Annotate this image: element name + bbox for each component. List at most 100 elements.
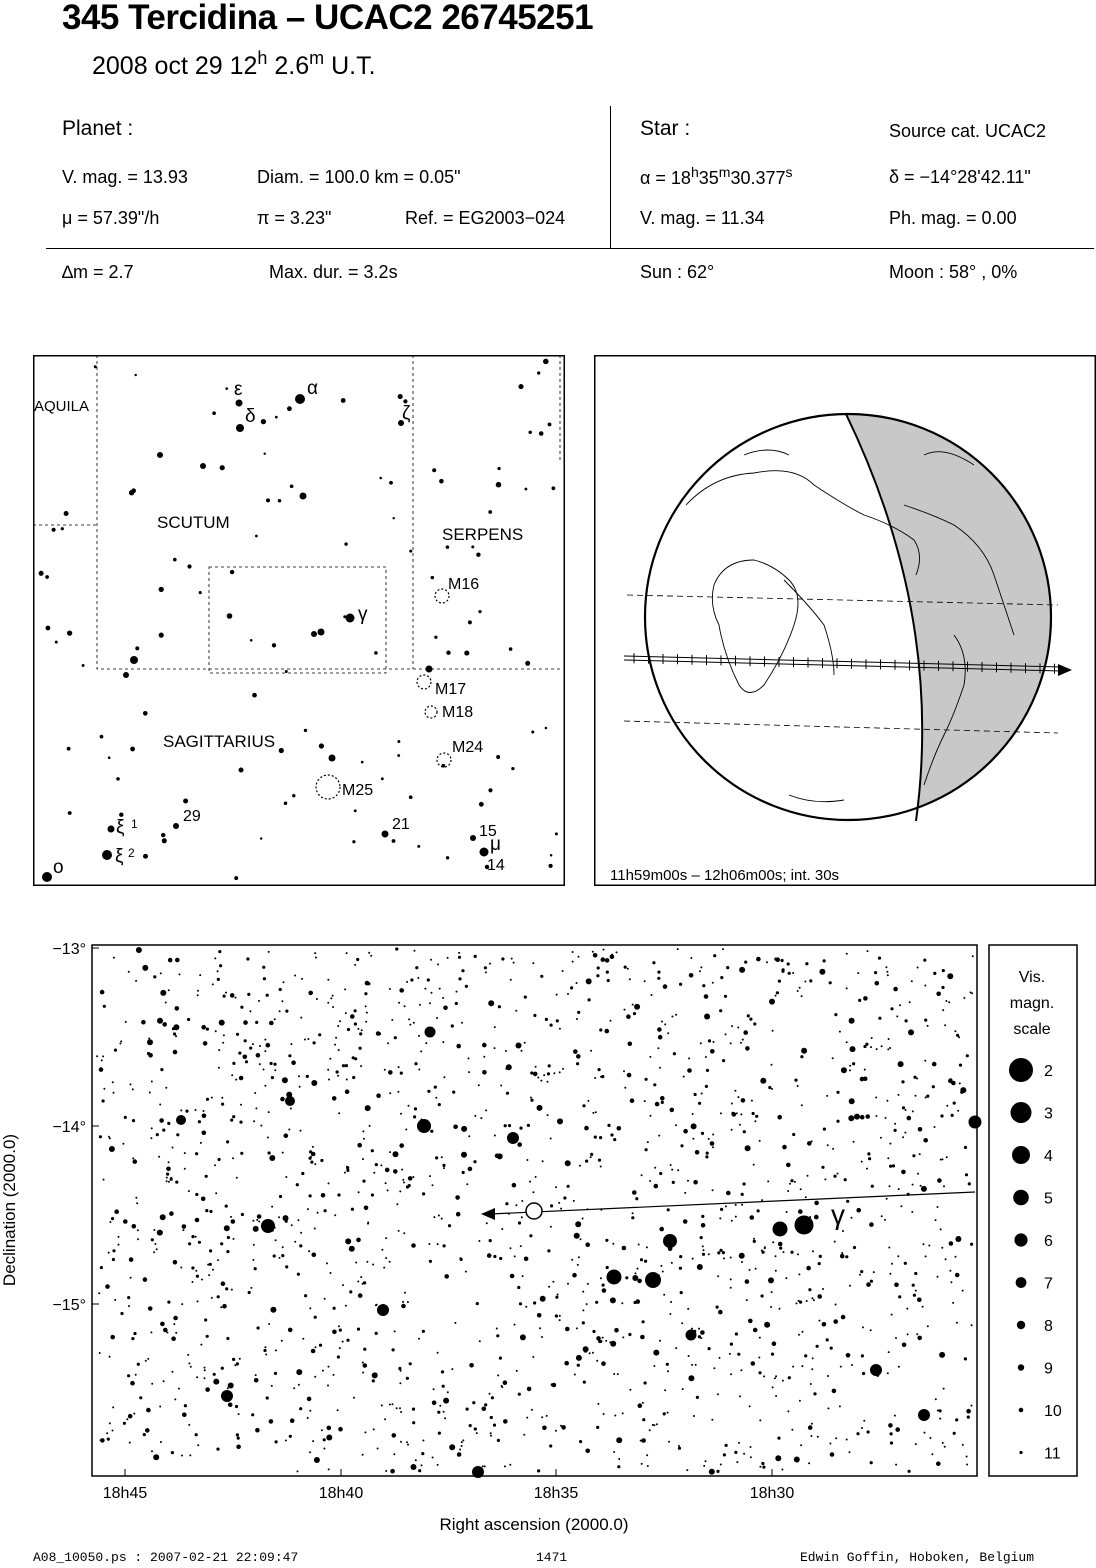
field-star	[351, 1056, 355, 1060]
field-star	[167, 1121, 171, 1125]
field-star	[879, 1136, 882, 1139]
field-star	[723, 994, 728, 998]
field-star	[496, 1438, 500, 1442]
field-star	[194, 1217, 200, 1223]
field-star	[532, 1071, 538, 1077]
finder-star	[271, 643, 277, 648]
field-star	[278, 1216, 280, 1219]
field-star	[782, 1144, 787, 1150]
field-star	[760, 1294, 764, 1298]
field-star	[511, 1182, 517, 1188]
field-star	[526, 1123, 531, 1127]
x-tick-18h30: 18h30	[750, 1485, 795, 1502]
field-star	[613, 1451, 616, 1453]
field-star	[370, 1193, 374, 1197]
field-star	[297, 1219, 300, 1222]
scale-title-line2: magn.	[1010, 995, 1054, 1012]
header-divider	[610, 106, 611, 248]
field-star	[422, 1192, 426, 1196]
header-rule	[46, 248, 1094, 249]
field-star	[957, 1109, 960, 1112]
field-star	[191, 1266, 195, 1270]
field-star	[281, 1000, 284, 1003]
field-star	[966, 1408, 971, 1414]
field-star	[653, 1365, 656, 1367]
field-star	[413, 1115, 417, 1119]
field-star	[952, 1101, 956, 1105]
field-star	[226, 1336, 230, 1341]
field-star	[941, 985, 945, 990]
field-star	[406, 980, 409, 983]
finder-star	[66, 746, 71, 751]
bright-star	[221, 1390, 233, 1402]
field-star	[923, 958, 927, 962]
field-star	[473, 1160, 477, 1164]
field-star	[401, 1303, 406, 1309]
field-star	[859, 1114, 865, 1120]
field-star	[265, 1353, 268, 1356]
field-star	[811, 1297, 814, 1300]
field-star	[459, 1448, 462, 1451]
field-star	[384, 1418, 387, 1421]
field-star	[353, 1022, 357, 1026]
field-star	[890, 1007, 894, 1011]
field-star	[226, 1250, 230, 1254]
field-star	[166, 1331, 169, 1334]
field-star	[548, 1285, 551, 1288]
field-star	[523, 1041, 526, 1044]
field-star	[114, 1209, 119, 1214]
field-star	[741, 1038, 744, 1041]
field-star	[182, 1412, 187, 1417]
field-star	[533, 1301, 537, 1305]
field-star	[780, 958, 784, 963]
field-star	[117, 1235, 120, 1238]
field-star	[908, 1001, 911, 1004]
field-star	[799, 1300, 803, 1304]
field-star	[103, 1087, 106, 1090]
field-star	[197, 1240, 201, 1244]
field-star	[397, 1090, 400, 1093]
field-star	[743, 1452, 746, 1455]
finder-star	[446, 650, 451, 655]
field-star	[707, 1253, 710, 1256]
star-chart: 18h45 18h40 18h35 18h30 −13° −14° −15° R…	[0, 941, 1078, 1534]
field-star	[384, 1167, 390, 1173]
field-star	[400, 1411, 403, 1413]
field-star	[579, 1238, 582, 1241]
field-star	[188, 1242, 192, 1246]
field-star	[660, 1100, 664, 1104]
field-star	[963, 996, 966, 999]
field-star	[274, 1349, 277, 1352]
field-star	[520, 1049, 523, 1052]
field-star	[591, 1351, 594, 1354]
bright-star	[377, 1304, 389, 1316]
field-star	[264, 1346, 267, 1349]
field-star	[571, 960, 574, 963]
field-star	[834, 1013, 838, 1017]
field-star	[134, 1373, 137, 1376]
field-star	[498, 1356, 502, 1360]
field-star	[212, 1372, 216, 1376]
field-star	[821, 1165, 825, 1169]
field-star	[700, 1131, 705, 1135]
field-star	[797, 1253, 799, 1256]
field-star	[549, 1137, 552, 1140]
field-star	[155, 1248, 158, 1251]
field-star	[481, 1465, 484, 1468]
field-star	[832, 1147, 835, 1150]
field-star	[132, 1157, 135, 1160]
field-star	[865, 1114, 870, 1119]
field-star	[576, 1263, 579, 1266]
field-star	[660, 1264, 663, 1267]
field-star	[109, 1221, 112, 1223]
field-star	[264, 1050, 267, 1053]
field-star	[203, 1377, 206, 1380]
field-star	[928, 1244, 931, 1247]
field-star	[218, 1049, 221, 1052]
field-star	[242, 1054, 248, 1060]
field-star	[314, 1163, 317, 1166]
field-star	[730, 1219, 733, 1222]
field-star	[314, 1375, 317, 1378]
field-star	[787, 971, 791, 975]
field-star	[482, 1070, 487, 1075]
